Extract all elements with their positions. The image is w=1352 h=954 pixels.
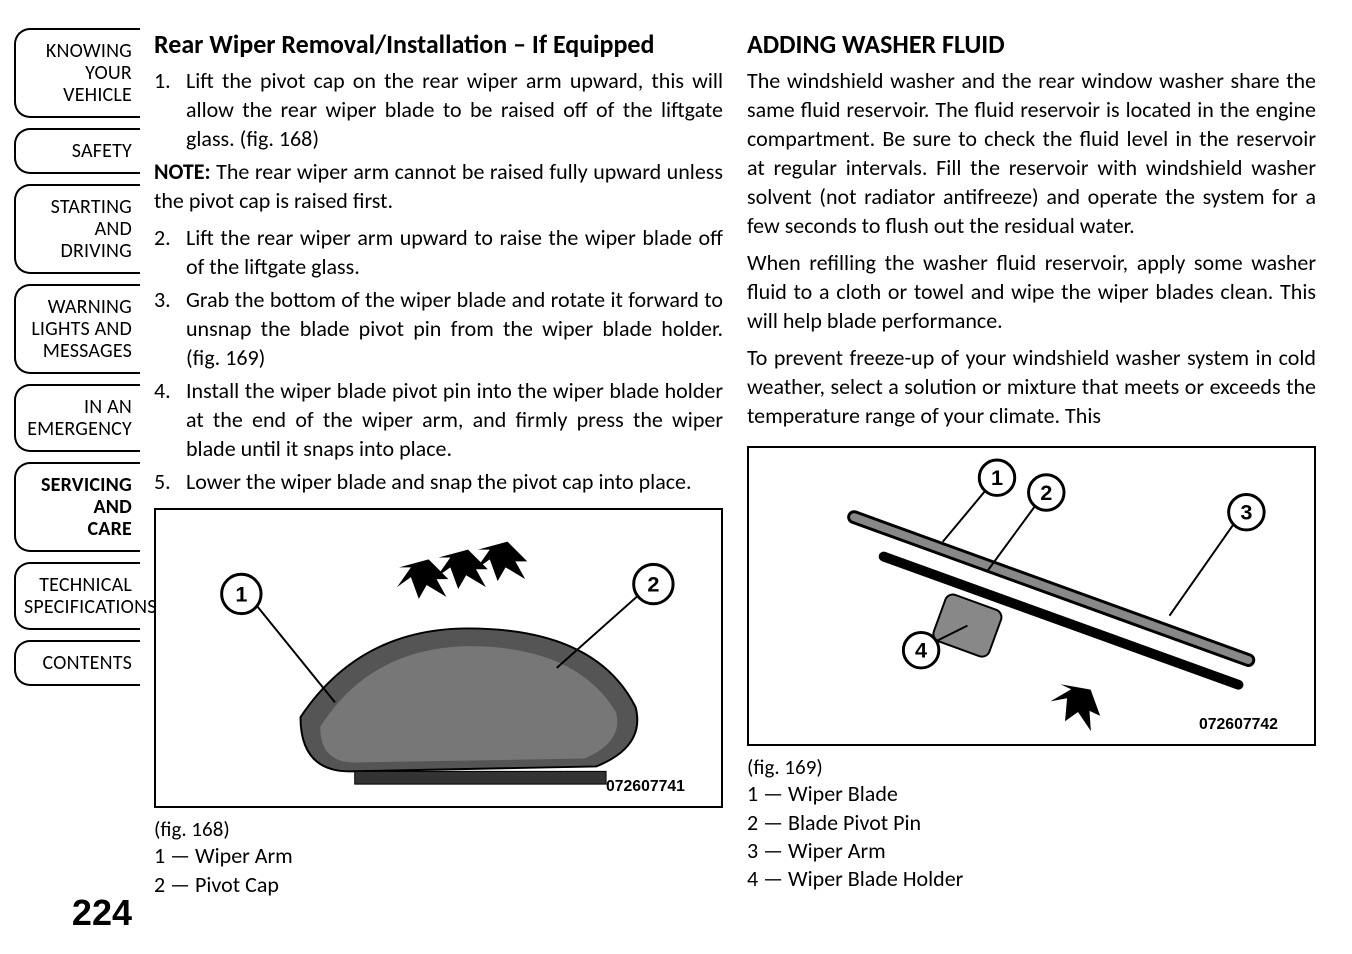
figure-169-legend-1: 1 — Wiper Blade — [747, 780, 1316, 808]
figure-169: 1 2 3 4 072607742 — [747, 446, 1316, 746]
figure-168-svg: 1 2 072607741 — [166, 520, 711, 796]
tab-label: KNOWING — [24, 40, 132, 62]
procedure-list-1: 1.Lift the pivot cap on the rear wiper a… — [154, 66, 723, 157]
tab-label: SAFETY — [24, 140, 132, 162]
figure-169-legend-4: 4 — Wiper Blade Holder — [747, 865, 1316, 893]
step-3: 3.Grab the bottom of the wiper blade and… — [154, 285, 723, 372]
procedure-list-2: 2.Lift the rear wiper arm upward to rais… — [154, 223, 723, 500]
tab-label: LIGHTS AND — [24, 318, 132, 340]
callout-1: 1 — [991, 466, 1003, 491]
tab-label: AND — [24, 496, 132, 518]
tab-technical-specifications[interactable]: TECHNICAL SPECIFICATIONS — [14, 562, 140, 630]
figure-169-caption: (fig. 169) — [747, 754, 1316, 780]
content-area: Rear Wiper Removal/Installation – If Equ… — [154, 28, 1316, 934]
tab-contents[interactable]: CONTENTS — [14, 640, 140, 686]
callout-4: 4 — [915, 638, 927, 663]
figure-168: 1 2 072607741 — [154, 508, 723, 808]
tab-servicing-and-care[interactable]: SERVICING AND CARE — [14, 462, 140, 552]
note-text: The rear wiper arm cannot be raised full… — [154, 158, 723, 214]
section-heading-washer-fluid: ADDING WASHER FLUID — [747, 28, 1316, 60]
side-tabs-column: KNOWING YOUR VEHICLE SAFETY STARTING AND… — [14, 28, 140, 934]
paragraph-2: When refilling the washer fluid reservoi… — [747, 248, 1316, 335]
figure-168-caption: (fig. 168) — [154, 816, 723, 842]
step-1: 1.Lift the pivot cap on the rear wiper a… — [154, 66, 723, 153]
tab-safety[interactable]: SAFETY — [14, 128, 140, 174]
figure-169-svg: 1 2 3 4 072607742 — [759, 458, 1304, 734]
callout-3: 3 — [1240, 500, 1252, 525]
tab-label: IN AN — [24, 396, 132, 418]
figure-168-legend-2: 2 — Pivot Cap — [154, 871, 723, 899]
paragraph-3: To prevent freeze-up of your windshield … — [747, 343, 1316, 430]
tab-label: CARE — [24, 518, 132, 540]
tab-label: WARNING — [24, 296, 132, 318]
tab-in-an-emergency[interactable]: IN AN EMERGENCY — [14, 384, 140, 452]
figure-169-legend-2: 2 — Blade Pivot Pin — [747, 809, 1316, 837]
tab-label: SERVICING — [24, 474, 132, 496]
right-column: ADDING WASHER FLUID The windshield washe… — [747, 28, 1316, 934]
section-tabs: KNOWING YOUR VEHICLE SAFETY STARTING AND… — [14, 28, 140, 686]
tab-label: TECHNICAL — [24, 574, 132, 596]
step-2: 2.Lift the rear wiper arm upward to rais… — [154, 223, 723, 281]
page-number: 224 — [14, 892, 140, 934]
figure-id: 072607742 — [1199, 716, 1278, 733]
step-4: 4.Install the wiper blade pivot pin into… — [154, 376, 723, 463]
tab-warning-lights-and-messages[interactable]: WARNING LIGHTS AND MESSAGES — [14, 284, 140, 374]
tab-label: EMERGENCY — [24, 418, 132, 440]
tab-label: AND — [24, 218, 132, 240]
figure-169-legend-3: 3 — Wiper Arm — [747, 837, 1316, 865]
tab-label: STARTING — [24, 196, 132, 218]
callout-2: 2 — [1040, 480, 1052, 505]
paragraph-1: The windshield washer and the rear windo… — [747, 66, 1316, 240]
left-column: Rear Wiper Removal/Installation – If Equ… — [154, 28, 723, 934]
step-text: Lift the rear wiper arm upward to raise … — [186, 224, 723, 280]
tab-label: VEHICLE — [24, 84, 132, 106]
figure-168-legend-1: 1 — Wiper Arm — [154, 842, 723, 870]
note-paragraph: NOTE: The rear wiper arm cannot be raise… — [154, 157, 723, 215]
step-text: Grab the bottom of the wiper blade and r… — [186, 286, 723, 371]
manual-page: KNOWING YOUR VEHICLE SAFETY STARTING AND… — [0, 0, 1352, 954]
tab-starting-and-driving[interactable]: STARTING AND DRIVING — [14, 184, 140, 274]
figure-id: 072607741 — [606, 779, 685, 796]
callout-1: 1 — [235, 582, 247, 607]
note-label: NOTE: — [154, 158, 211, 185]
tab-label: DRIVING — [24, 240, 132, 262]
step-text: Install the wiper blade pivot pin into t… — [186, 377, 723, 462]
tab-label: MESSAGES — [24, 340, 132, 362]
section-heading-rear-wiper: Rear Wiper Removal/Installation – If Equ… — [154, 28, 723, 60]
step-5: 5.Lower the wiper blade and snap the piv… — [154, 467, 723, 496]
tab-label: CONTENTS — [24, 652, 132, 674]
callout-2: 2 — [647, 572, 659, 597]
step-text: Lower the wiper blade and snap the pivot… — [186, 468, 692, 495]
tab-label: YOUR — [24, 62, 132, 84]
step-text: Lift the pivot cap on the rear wiper arm… — [186, 67, 723, 152]
tab-knowing-your-vehicle[interactable]: KNOWING YOUR VEHICLE — [14, 28, 140, 118]
tab-label: SPECIFICATIONS — [24, 596, 132, 618]
